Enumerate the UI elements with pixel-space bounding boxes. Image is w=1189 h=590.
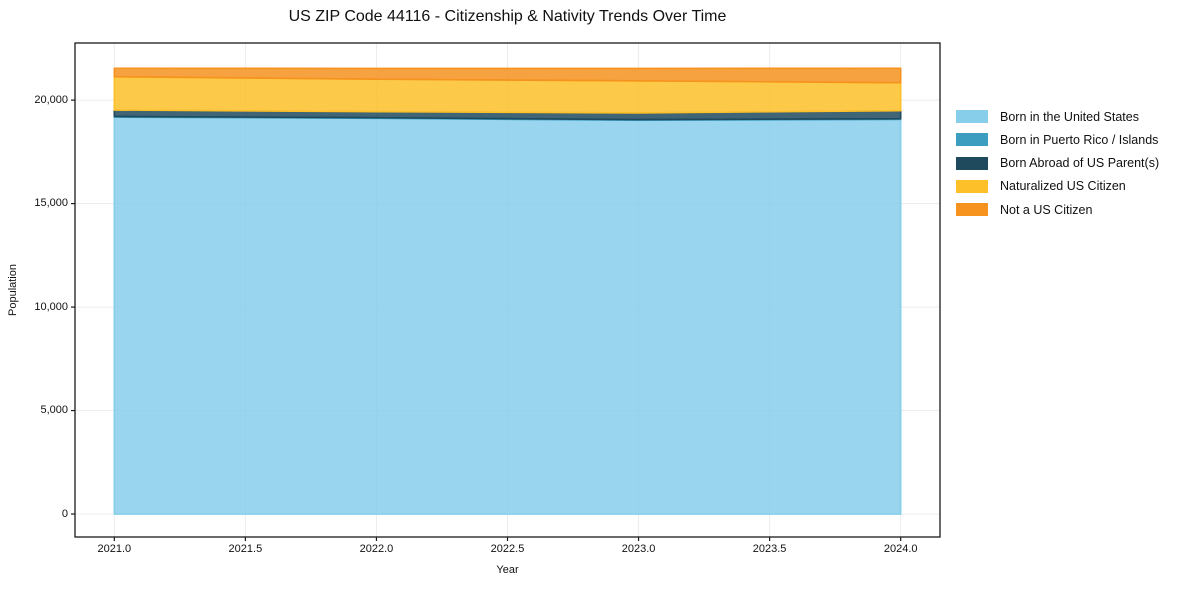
x-axis-label: Year [496, 564, 519, 576]
legend-item: Born Abroad of US Parent(s) [956, 156, 1160, 171]
x-tick-label: 2021.5 [228, 543, 263, 555]
y-tick-label: 20,000 [34, 93, 68, 106]
legend-item: Not a US Citizen [956, 202, 1159, 217]
legend-swatch-born-us [956, 110, 988, 123]
legend-swatch-born-pr [956, 133, 988, 147]
x-tick-label: 2022.5 [490, 543, 525, 555]
legend: Born in the United States Born in Puerto… [956, 110, 1159, 226]
x-tick-label: 2021.0 [97, 543, 132, 555]
legend-label: Born Abroad of US Parent(s) [1000, 156, 1160, 171]
y-tick-label: 0 [61, 507, 68, 520]
y-tick-label: 15,000 [34, 197, 68, 210]
legend-label: Not a US Citizen [1000, 202, 1093, 217]
x-tick-label: 2022.0 [359, 543, 394, 555]
legend-swatch-not-citizen [956, 203, 988, 217]
legend-label: Naturalized US Citizen [1000, 179, 1126, 194]
legend-swatch-born-abroad [956, 156, 988, 170]
x-tick-label: 2024.0 [883, 543, 918, 555]
legend-item: Born in Puerto Rico / Islands [956, 132, 1159, 147]
plot-area [71, 42, 941, 541]
legend-label: Born in the United States [1000, 109, 1139, 124]
y-tick-label: 5,000 [40, 404, 68, 417]
y-tick-label: 10,000 [34, 300, 68, 313]
x-tick-label: 2023.5 [752, 543, 787, 555]
legend-label: Born in Puerto Rico / Islands [1000, 132, 1159, 147]
x-tick-label: 2023.0 [621, 543, 656, 555]
area-series-4 [113, 67, 902, 84]
legend-item: Naturalized US Citizen [956, 179, 1159, 194]
legend-item: Born in the United States [956, 109, 1159, 124]
chart-title: US ZIP Code 44116 - Citizenship & Nativi… [288, 8, 727, 25]
legend-swatch-naturalized [956, 179, 988, 193]
plot-border [74, 42, 941, 538]
area-series-0 [113, 116, 902, 515]
